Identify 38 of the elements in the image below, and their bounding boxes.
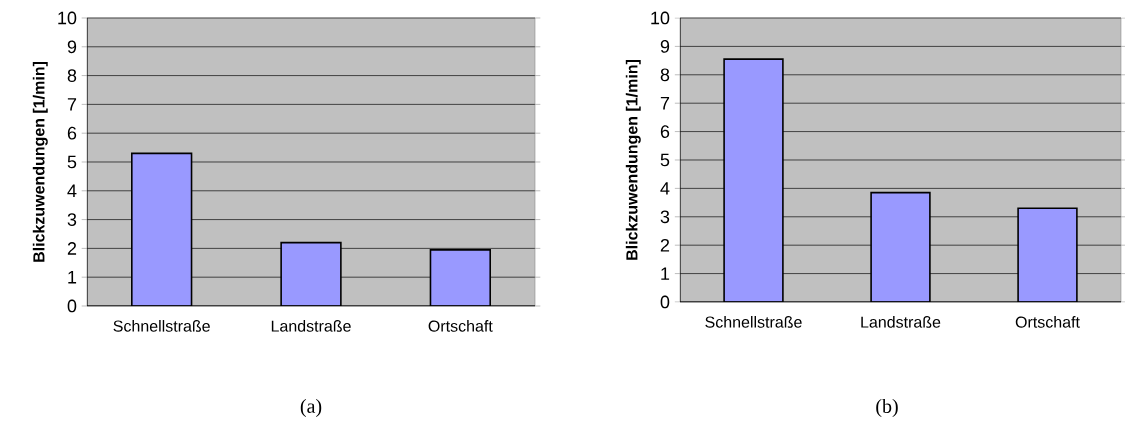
y-tick-label: 8 — [660, 68, 670, 82]
y-tick-label: 0 — [67, 299, 77, 313]
y-tick-label: 8 — [67, 69, 77, 82]
y-tick-label: 7 — [67, 98, 77, 111]
x-tick-label: Ortschaft — [1015, 316, 1080, 328]
y-tick-label: 6 — [660, 125, 670, 138]
y-tick-label: 10 — [651, 11, 670, 25]
y-tick-label: 6 — [67, 126, 77, 140]
y-tick-label: 9 — [660, 40, 670, 53]
y-tick-label: 4 — [67, 184, 77, 197]
y-tick-label: 7 — [660, 97, 670, 110]
y-tick-label: 5 — [660, 153, 670, 167]
y-tick-label: 1 — [68, 271, 77, 284]
y-axis-title: Blickzuwendungen [1/min] — [625, 59, 641, 260]
y-axis-title: Blickzuwendungen [1/min] — [32, 61, 48, 262]
y-tick-label: 10 — [58, 11, 77, 25]
bar — [1017, 207, 1078, 302]
y-tick-label: 1 — [661, 267, 670, 280]
y-tick-label: 3 — [660, 210, 670, 224]
x-tick-label: Schnellstraße — [113, 320, 210, 332]
bar — [429, 249, 492, 306]
y-tick-label: 3 — [67, 213, 77, 226]
y-tick-label: 9 — [67, 40, 77, 54]
bar — [870, 191, 931, 302]
text: (b) — [876, 398, 898, 418]
x-tick-label: Schnellstraße — [705, 316, 802, 328]
y-tick-label: 0 — [660, 295, 670, 309]
bar — [723, 58, 784, 302]
y-tick-label: 2 — [660, 238, 670, 252]
y-tick-label: 5 — [67, 155, 77, 169]
bar — [131, 152, 193, 306]
y-tick-label: 4 — [660, 182, 670, 195]
x-tick-label: Landstraße — [271, 320, 351, 332]
bar — [280, 241, 342, 306]
y-tick-label: 2 — [67, 242, 77, 255]
x-tick-label: Ortschaft — [428, 320, 493, 332]
x-tick-label: Landstraße — [861, 316, 941, 328]
text: (a) — [300, 398, 322, 418]
